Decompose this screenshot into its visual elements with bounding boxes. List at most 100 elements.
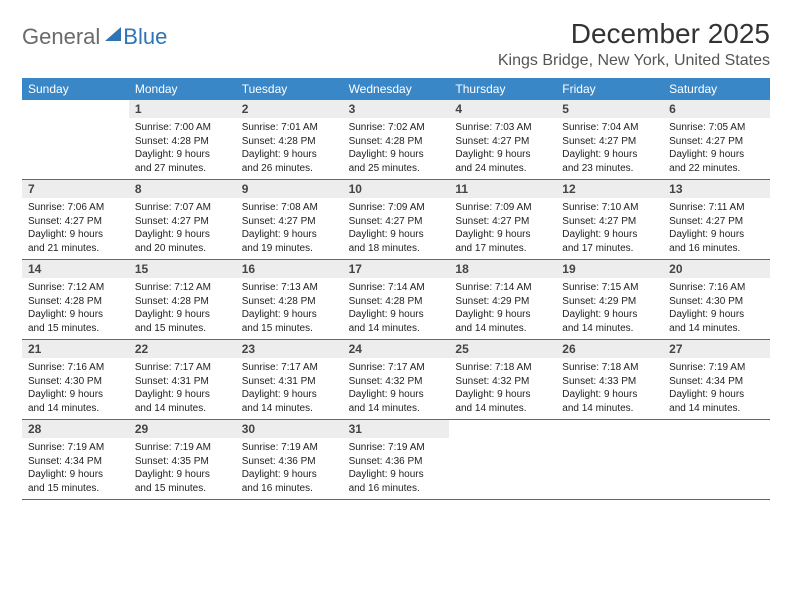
sunset-text: Sunset: 4:27 PM bbox=[135, 215, 230, 229]
calendar-page: General Blue December 2025 Kings Bridge,… bbox=[0, 0, 792, 510]
day-body: Sunrise: 7:07 AMSunset: 4:27 PMDaylight:… bbox=[129, 198, 236, 259]
sunset-text: Sunset: 4:28 PM bbox=[242, 295, 337, 309]
sunrise-text: Sunrise: 7:15 AM bbox=[562, 281, 657, 295]
day-cell: 7Sunrise: 7:06 AMSunset: 4:27 PMDaylight… bbox=[22, 180, 129, 259]
day-number: 29 bbox=[129, 420, 236, 438]
sunrise-text: Sunrise: 7:14 AM bbox=[455, 281, 550, 295]
day-body: Sunrise: 7:09 AMSunset: 4:27 PMDaylight:… bbox=[343, 198, 450, 259]
day2-text: and 16 minutes. bbox=[242, 482, 337, 496]
sunset-text: Sunset: 4:27 PM bbox=[669, 135, 764, 149]
sunrise-text: Sunrise: 7:16 AM bbox=[28, 361, 123, 375]
day-cell: 4Sunrise: 7:03 AMSunset: 4:27 PMDaylight… bbox=[449, 100, 556, 179]
day2-text: and 15 minutes. bbox=[135, 482, 230, 496]
day-cell bbox=[556, 420, 663, 499]
day-body: Sunrise: 7:19 AMSunset: 4:34 PMDaylight:… bbox=[663, 358, 770, 419]
day1-text: Daylight: 9 hours bbox=[562, 308, 657, 322]
day-body: Sunrise: 7:19 AMSunset: 4:36 PMDaylight:… bbox=[343, 438, 450, 499]
sunset-text: Sunset: 4:28 PM bbox=[28, 295, 123, 309]
day-cell bbox=[22, 100, 129, 179]
day-cell bbox=[663, 420, 770, 499]
day-number: 19 bbox=[556, 260, 663, 278]
sunset-text: Sunset: 4:28 PM bbox=[135, 135, 230, 149]
day1-text: Daylight: 9 hours bbox=[455, 228, 550, 242]
day2-text: and 16 minutes. bbox=[349, 482, 444, 496]
day-number: 20 bbox=[663, 260, 770, 278]
sunrise-text: Sunrise: 7:18 AM bbox=[455, 361, 550, 375]
day-body: Sunrise: 7:12 AMSunset: 4:28 PMDaylight:… bbox=[129, 278, 236, 339]
day1-text: Daylight: 9 hours bbox=[135, 388, 230, 402]
day-cell: 18Sunrise: 7:14 AMSunset: 4:29 PMDayligh… bbox=[449, 260, 556, 339]
day1-text: Daylight: 9 hours bbox=[135, 468, 230, 482]
sunrise-text: Sunrise: 7:03 AM bbox=[455, 121, 550, 135]
day1-text: Daylight: 9 hours bbox=[242, 468, 337, 482]
day-number: 8 bbox=[129, 180, 236, 198]
day1-text: Daylight: 9 hours bbox=[455, 308, 550, 322]
day-number: 2 bbox=[236, 100, 343, 118]
day1-text: Daylight: 9 hours bbox=[28, 228, 123, 242]
sunrise-text: Sunrise: 7:13 AM bbox=[242, 281, 337, 295]
day-cell: 8Sunrise: 7:07 AMSunset: 4:27 PMDaylight… bbox=[129, 180, 236, 259]
day-number: 3 bbox=[343, 100, 450, 118]
sunrise-text: Sunrise: 7:17 AM bbox=[135, 361, 230, 375]
sunrise-text: Sunrise: 7:10 AM bbox=[562, 201, 657, 215]
day-cell: 12Sunrise: 7:10 AMSunset: 4:27 PMDayligh… bbox=[556, 180, 663, 259]
day1-text: Daylight: 9 hours bbox=[28, 468, 123, 482]
sunset-text: Sunset: 4:27 PM bbox=[455, 215, 550, 229]
sunrise-text: Sunrise: 7:08 AM bbox=[242, 201, 337, 215]
day1-text: Daylight: 9 hours bbox=[28, 308, 123, 322]
sunrise-text: Sunrise: 7:16 AM bbox=[669, 281, 764, 295]
day-cell: 3 Sunrise: 7:02 AMSunset: 4:28 PMDaylight… bbox=[343, 100, 450, 179]
day-body: Sunrise: 7:15 AMSunset: 4:29 PMDaylight:… bbox=[556, 278, 663, 339]
sunrise-text: Sunrise: 7:00 AM bbox=[135, 121, 230, 135]
day1-text: Daylight: 9 hours bbox=[135, 228, 230, 242]
sunrise-text: Sunrise: 7:05 AM bbox=[669, 121, 764, 135]
day-number: 30 bbox=[236, 420, 343, 438]
sunset-text: Sunset: 4:28 PM bbox=[349, 135, 444, 149]
day2-text: and 20 minutes. bbox=[135, 242, 230, 256]
day-cell: 11Sunrise: 7:09 AMSunset: 4:27 PMDayligh… bbox=[449, 180, 556, 259]
day-cell: 20Sunrise: 7:16 AMSunset: 4:30 PMDayligh… bbox=[663, 260, 770, 339]
day-body: Sunrise: 7:13 AMSunset: 4:28 PMDaylight:… bbox=[236, 278, 343, 339]
sunrise-text: Sunrise: 7:12 AM bbox=[28, 281, 123, 295]
sunrise-text: Sunrise: 7:07 AM bbox=[135, 201, 230, 215]
day1-text: Daylight: 9 hours bbox=[669, 388, 764, 402]
day-cell: 28Sunrise: 7:19 AMSunset: 4:34 PMDayligh… bbox=[22, 420, 129, 499]
sunrise-text: Sunrise: 7:18 AM bbox=[562, 361, 657, 375]
day1-text: Daylight: 9 hours bbox=[349, 148, 444, 162]
sunset-text: Sunset: 4:27 PM bbox=[28, 215, 123, 229]
day-cell: 24Sunrise: 7:17 AMSunset: 4:32 PMDayligh… bbox=[343, 340, 450, 419]
day-body: Sunrise: 7:12 AMSunset: 4:28 PMDaylight:… bbox=[22, 278, 129, 339]
sunrise-text: Sunrise: 7:11 AM bbox=[669, 201, 764, 215]
day-body: Sunrise: 7:00 AMSunset: 4:28 PMDaylight:… bbox=[129, 118, 236, 179]
day2-text: and 15 minutes. bbox=[28, 322, 123, 336]
day-body: Sunrise: 7:16 AMSunset: 4:30 PMDaylight:… bbox=[22, 358, 129, 419]
logo-text-blue: Blue bbox=[123, 24, 167, 50]
day1-text: Daylight: 9 hours bbox=[669, 148, 764, 162]
day-cell: 22Sunrise: 7:17 AMSunset: 4:31 PMDayligh… bbox=[129, 340, 236, 419]
sunset-text: Sunset: 4:27 PM bbox=[562, 135, 657, 149]
day1-text: Daylight: 9 hours bbox=[562, 148, 657, 162]
day-number: 15 bbox=[129, 260, 236, 278]
day2-text: and 27 minutes. bbox=[135, 162, 230, 176]
day2-text: and 15 minutes. bbox=[28, 482, 123, 496]
day2-text: and 21 minutes. bbox=[28, 242, 123, 256]
day-body: Sunrise: 7:18 AMSunset: 4:32 PMDaylight:… bbox=[449, 358, 556, 419]
day-body: Sunrise: 7:06 AMSunset: 4:27 PMDaylight:… bbox=[22, 198, 129, 259]
sunset-text: Sunset: 4:27 PM bbox=[562, 215, 657, 229]
day2-text: and 18 minutes. bbox=[349, 242, 444, 256]
day-cell: 2Sunrise: 7:01 AMSunset: 4:28 PMDaylight… bbox=[236, 100, 343, 179]
title-block: December 2025 Kings Bridge, New York, Un… bbox=[498, 18, 770, 70]
day-body: Sunrise: 7:18 AMSunset: 4:33 PMDaylight:… bbox=[556, 358, 663, 419]
day1-text: Daylight: 9 hours bbox=[135, 308, 230, 322]
sunrise-text: Sunrise: 7:09 AM bbox=[455, 201, 550, 215]
day1-text: Daylight: 9 hours bbox=[669, 308, 764, 322]
day-body: Sunrise: 7:19 AMSunset: 4:35 PMDaylight:… bbox=[129, 438, 236, 499]
day2-text: and 14 minutes. bbox=[28, 402, 123, 416]
sunset-text: Sunset: 4:33 PM bbox=[562, 375, 657, 389]
day-number: 28 bbox=[22, 420, 129, 438]
sunrise-text: Sunrise: 7:02 AM bbox=[349, 121, 444, 135]
day-cell: 21Sunrise: 7:16 AMSunset: 4:30 PMDayligh… bbox=[22, 340, 129, 419]
sunset-text: Sunset: 4:28 PM bbox=[349, 295, 444, 309]
dow-monday: Monday bbox=[129, 78, 236, 100]
day1-text: Daylight: 9 hours bbox=[28, 388, 123, 402]
